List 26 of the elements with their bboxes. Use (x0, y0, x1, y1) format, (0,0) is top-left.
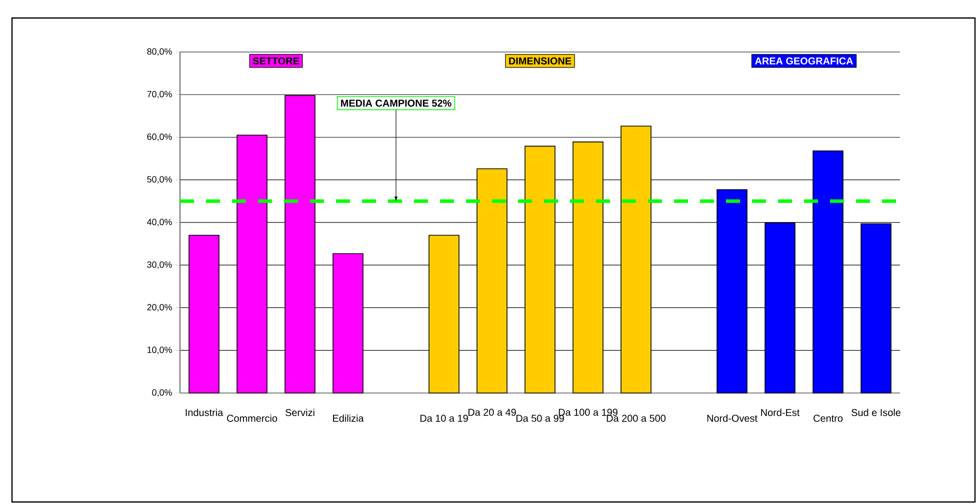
y-tick-label: 30,0% (147, 261, 172, 269)
x-tick-label: Nord-Ovest (707, 414, 758, 422)
y-tick-label: 80,0% (147, 48, 172, 56)
x-tick-label: Commercio (227, 414, 278, 422)
x-tick-label: Centro (814, 414, 843, 422)
x-tick-label: Da 20 a 49 (468, 408, 516, 416)
x-tick-label: Edilizia (333, 414, 364, 422)
x-tick-label: Industria (186, 408, 224, 416)
text: AREA GEOGRAFICA (755, 57, 854, 64)
text: DIMENSIONE (509, 57, 572, 64)
y-tick-label: 10,0% (148, 346, 172, 354)
y-tick-label: 20,0% (147, 304, 172, 312)
x-tick-label: Da 200 a 500 (606, 414, 666, 422)
y-tick-label: 70,0% (147, 90, 172, 98)
x-tick-label: Da 10 a 19 (420, 414, 468, 422)
y-tick-label: 0,0% (152, 389, 172, 397)
x-tick-label: Da 50 a 99 (516, 414, 564, 422)
x-tick-label: Sud e Isole (852, 408, 900, 416)
y-tick-label: 60,0% (147, 134, 172, 141)
y-tick-label: 50,0% (147, 176, 172, 184)
x-tick-label: Da 100 a 199 (558, 408, 618, 416)
ref-line-label: MEDIA CAMPIONE 52% (341, 100, 452, 107)
x-tick-label: Servizi (286, 408, 314, 416)
x-tick-label: Nord-Est (761, 408, 800, 416)
y-tick-label: 40,0% (147, 218, 172, 226)
text: SETTORE (252, 57, 300, 64)
